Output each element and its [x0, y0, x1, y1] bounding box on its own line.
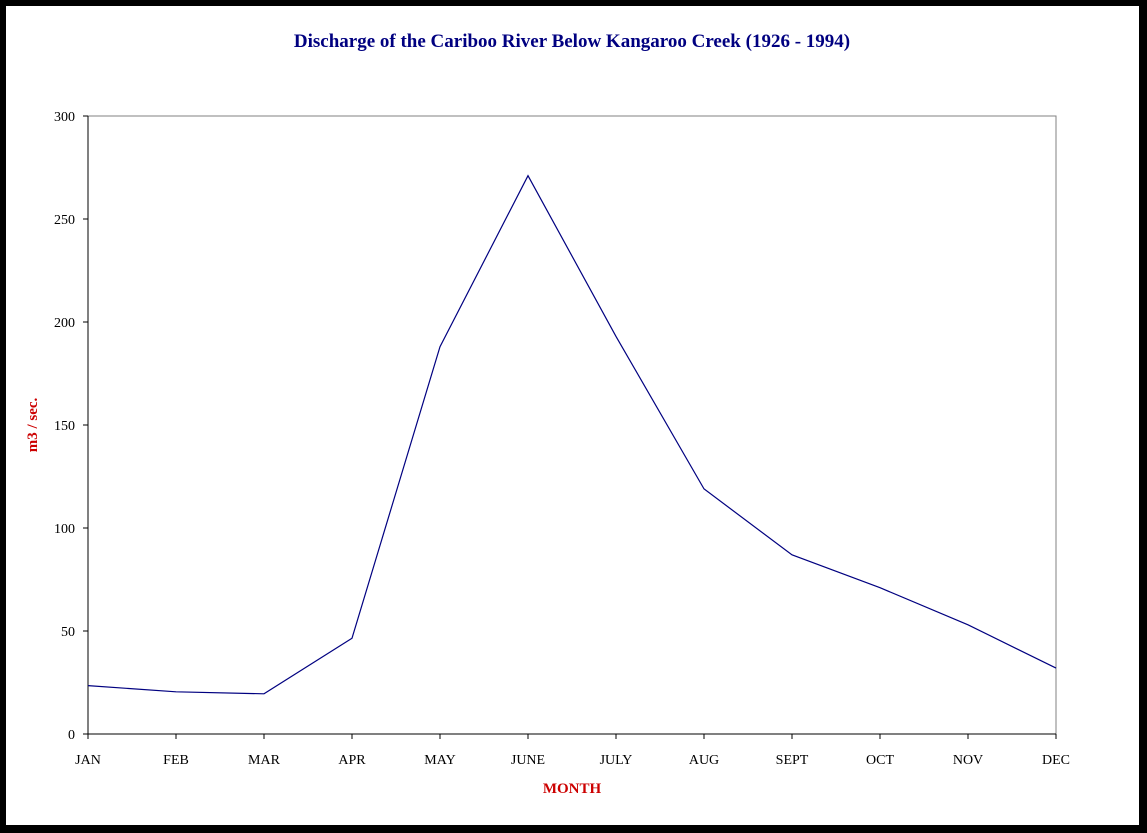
x-tick-label: AUG	[689, 753, 719, 768]
y-tick-label: 150	[54, 419, 75, 434]
x-tick-label: JUNE	[511, 753, 545, 768]
x-tick-label: JULY	[600, 753, 633, 768]
x-axis-title: MONTH	[543, 781, 602, 797]
x-tick-label: OCT	[866, 753, 894, 768]
x-tick-label: FEB	[163, 753, 189, 768]
y-tick-label: 250	[54, 213, 75, 228]
chart-frame: Discharge of the Cariboo River Below Kan…	[6, 6, 1139, 825]
y-axis-title: m3 / sec.	[25, 397, 41, 452]
x-tick-label: JAN	[75, 753, 101, 768]
line-chart: Discharge of the Cariboo River Below Kan…	[25, 31, 1070, 797]
y-axis: 0 50 100 150 200 250 300	[54, 110, 89, 743]
series-line	[87, 174, 1057, 695]
plot-area	[87, 115, 1057, 735]
y-tick-label: 300	[54, 110, 75, 125]
y-tick-label: 50	[61, 625, 75, 640]
x-tick-label: MAY	[424, 753, 455, 768]
y-tick-label: 100	[54, 522, 75, 537]
x-axis: JAN FEB MAR APR MAY JUNE JULY AUG SEPT OCT NOV DEC	[75, 733, 1070, 768]
y-tick-label: 200	[54, 316, 75, 331]
x-tick-label: APR	[338, 753, 366, 768]
x-tick-label: SEPT	[776, 753, 809, 768]
y-tick-label: 0	[68, 728, 75, 743]
x-tick-label: NOV	[953, 753, 983, 768]
x-tick-label: MAR	[248, 753, 281, 768]
series-group	[87, 174, 1057, 695]
chart-title: Discharge of the Cariboo River Below Kan…	[294, 31, 850, 52]
x-tick-label: DEC	[1042, 753, 1070, 768]
